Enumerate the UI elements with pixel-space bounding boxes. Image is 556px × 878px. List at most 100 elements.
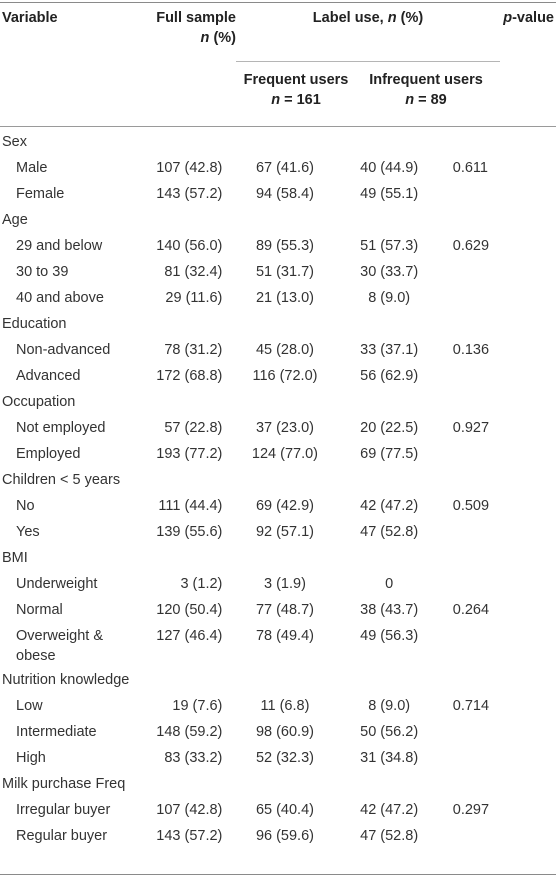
cell-p-value: [445, 444, 556, 470]
cell-frequent-users: 89 (55.3): [255, 238, 314, 254]
cell-p-value: [445, 626, 556, 670]
cell-full-sample: 148 (59.2): [156, 724, 223, 740]
cell-frequent-users: 11 (6.8): [260, 698, 310, 714]
group-label: Children < 5 years: [2, 472, 121, 488]
cell-infrequent-users: 40 (44.9): [360, 160, 419, 176]
row-label: 40 and above: [16, 290, 104, 306]
cell-infrequent-users: 31 (34.8): [360, 750, 419, 766]
cell-full-sample: 107 (42.8): [156, 802, 223, 818]
cell-frequent-users: 3 (1.9): [264, 576, 306, 592]
cell-p-value: 0.264: [452, 602, 490, 618]
group-row: Nutrition knowledge: [0, 670, 556, 696]
header-p-value: p-value: [503, 10, 554, 26]
bottom-rule: [0, 874, 556, 875]
row-label: Advanced: [16, 368, 81, 384]
cell-frequent-users: 78 (49.4): [255, 628, 314, 644]
cell-infrequent-users: 42 (47.2): [360, 498, 419, 514]
row-label: Low: [16, 698, 43, 714]
table-row: Yes 139 (55.6) 92 (57.1) 47 (52.8): [0, 522, 556, 548]
cell-frequent-users: 94 (58.4): [255, 186, 314, 202]
table-row: Overweight & obese 127 (46.4) 78 (49.4) 49 …: [0, 626, 556, 670]
cell-infrequent-users: 56 (62.9): [360, 368, 419, 384]
cell-p-value: [445, 748, 556, 774]
cell-full-sample: 81 (32.4): [164, 264, 223, 280]
group-label: Sex: [2, 134, 27, 150]
cell-p-value: [445, 184, 556, 210]
cell-frequent-users: 124 (77.0): [251, 446, 319, 462]
row-label: 30 to 39: [16, 264, 69, 280]
cell-p-value: [445, 522, 556, 548]
row-label: Underweight: [16, 576, 98, 592]
cell-frequent-users: 65 (40.4): [255, 802, 314, 818]
cell-full-sample: 140 (56.0): [156, 238, 223, 254]
group-label: Nutrition knowledge: [2, 672, 130, 688]
table-row: Advanced 172 (68.8) 116 (72.0) 56 (62.9): [0, 366, 556, 392]
cell-frequent-users: 21 (13.0): [255, 290, 314, 306]
header-frequent-users: Frequent users n = 161: [243, 72, 349, 108]
row-label: Employed: [16, 446, 81, 462]
cell-full-sample: 193 (77.2): [156, 446, 223, 462]
row-label: High: [16, 750, 46, 766]
cell-infrequent-users: 69 (77.5): [360, 446, 419, 462]
cell-p-value: 0.714: [452, 698, 490, 714]
row-label: Non-advanced: [16, 342, 111, 358]
header-sub-rule: [236, 61, 500, 62]
table-row: Regular buyer 143 (57.2) 96 (59.6) 47 (52.8…: [0, 826, 556, 852]
group-row: Education: [0, 314, 556, 340]
header-variable: Variable: [2, 10, 58, 26]
row-label: Not employed: [16, 420, 106, 436]
cell-infrequent-users: 47 (52.8): [360, 828, 419, 844]
group-row: Age: [0, 210, 556, 236]
header-full-sample: Full sample n (%): [150, 8, 236, 48]
cell-full-sample: 139 (55.6): [156, 524, 223, 540]
header-infrequent-users: Infrequent users n = 89: [369, 72, 483, 108]
cell-infrequent-users: 47 (52.8): [360, 524, 419, 540]
header-full-sample-line1: Full sample: [156, 10, 236, 26]
cell-p-value: 0.927: [452, 420, 490, 436]
table-row: Non-advanced 78 (31.2) 45 (28.0) 33 (37.1) 0…: [0, 340, 556, 366]
row-label: 29 and below: [16, 238, 103, 254]
cell-full-sample: 127 (46.4): [156, 628, 223, 644]
table-row: Low 19 (7.6) 11 (6.8) 8 (9.0) 0.714: [0, 696, 556, 722]
cell-p-value: 0.297: [452, 802, 490, 818]
table-row: Female 143 (57.2) 94 (58.4) 49 (55.1): [0, 184, 556, 210]
cell-frequent-users: 52 (32.3): [255, 750, 314, 766]
cell-frequent-users: 98 (60.9): [255, 724, 314, 740]
cell-infrequent-users: 33 (37.1): [360, 342, 419, 358]
row-label: Yes: [16, 524, 40, 540]
cell-infrequent-users: 38 (43.7): [360, 602, 419, 618]
group-row: Occupation: [0, 392, 556, 418]
cell-infrequent-users: 49 (56.3): [360, 628, 419, 644]
cell-full-sample: 120 (50.4): [156, 602, 223, 618]
table-row: Irregular buyer 107 (42.8) 65 (40.4) 42 (47…: [0, 800, 556, 826]
cell-infrequent-users: 20 (22.5): [360, 420, 419, 436]
cell-p-value: [445, 366, 556, 392]
cell-p-value: 0.509: [452, 498, 490, 514]
cell-frequent-users: 77 (48.7): [255, 602, 314, 618]
group-label: Occupation: [2, 394, 76, 410]
cell-infrequent-users: 8 (9.0): [368, 698, 411, 714]
row-label: Irregular buyer: [16, 802, 111, 818]
table-row: 29 and below 140 (56.0) 89 (55.3) 51 (57.3)…: [0, 236, 556, 262]
cell-infrequent-users: 42 (47.2): [360, 802, 419, 818]
header-full-sample-line2: n (%): [200, 30, 236, 46]
cell-full-sample: 111 (44.4): [158, 498, 223, 514]
group-label: Milk purchase Freq: [2, 776, 126, 792]
cell-p-value: 0.611: [452, 160, 488, 176]
cell-frequent-users: 51 (31.7): [255, 264, 314, 280]
cell-full-sample: 19 (7.6): [172, 698, 223, 714]
table-row: Intermediate 148 (59.2) 98 (60.9) 50 (56.2): [0, 722, 556, 748]
cell-full-sample: 143 (57.2): [156, 186, 223, 202]
cell-full-sample: 57 (22.8): [164, 420, 223, 436]
row-label: No: [16, 498, 35, 514]
row-label: Intermediate: [16, 724, 97, 740]
cell-frequent-users: 69 (42.9): [255, 498, 314, 514]
cell-p-value: [445, 722, 556, 748]
group-row: Milk purchase Freq: [0, 774, 556, 800]
group-label: Education: [2, 316, 67, 332]
cell-p-value: [445, 826, 556, 852]
cell-infrequent-users: 30 (33.7): [360, 264, 419, 280]
cell-infrequent-users: 0: [385, 576, 394, 592]
cell-full-sample: 3 (1.2): [180, 576, 223, 592]
